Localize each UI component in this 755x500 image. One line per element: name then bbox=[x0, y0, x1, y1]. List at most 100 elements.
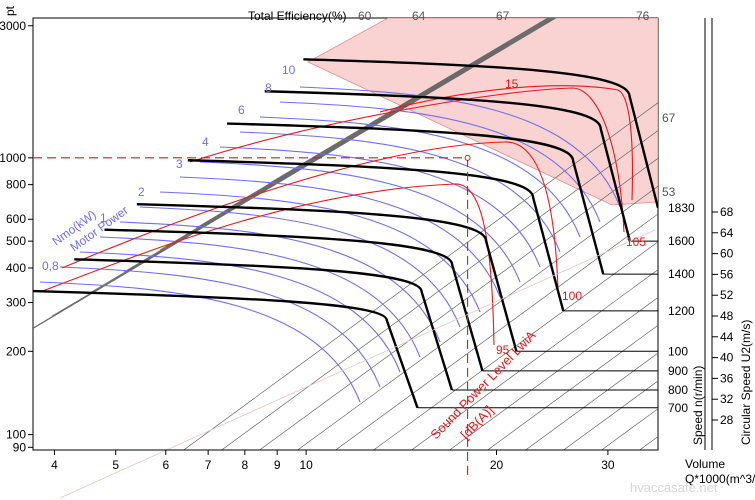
speed-curve bbox=[227, 122, 605, 275]
power-label: 10 bbox=[282, 63, 296, 77]
power-curve bbox=[259, 116, 581, 238]
x-tick-label: 4 bbox=[51, 458, 58, 472]
y-tick-label: 800 bbox=[6, 178, 26, 192]
system-line bbox=[259, 157, 658, 450]
speed-curves bbox=[33, 58, 658, 409]
efficiency-line bbox=[123, 18, 553, 273]
efficiency-line bbox=[231, 18, 550, 207]
eff-label: 64 bbox=[412, 9, 426, 23]
power-curve bbox=[299, 86, 621, 208]
sound-labels: 95 100 105 15 bbox=[496, 77, 646, 357]
watermark-text: hvaccasafe.net bbox=[630, 480, 718, 495]
eff-label: 67 bbox=[496, 9, 510, 23]
y-tick-label: 600 bbox=[6, 212, 26, 226]
sound-value: 95 bbox=[496, 343, 510, 357]
circ-label: 64 bbox=[720, 226, 734, 240]
x-axis-label: Q*1000(m^3/h) bbox=[685, 472, 755, 486]
circ-label: 60 bbox=[720, 247, 734, 261]
x-tick-label: 5 bbox=[112, 458, 119, 472]
efficiency-line bbox=[267, 18, 549, 185]
eff-label: 53 bbox=[662, 185, 676, 199]
y-tick-label: 100 bbox=[6, 428, 26, 442]
power-label: 4 bbox=[202, 135, 209, 149]
power-curve bbox=[99, 236, 421, 358]
sound-curve-110 bbox=[379, 85, 634, 201]
system-line bbox=[411, 269, 658, 450]
sound-value: 105 bbox=[626, 235, 646, 249]
speed-label: 800 bbox=[668, 383, 688, 397]
speed-curve bbox=[303, 58, 658, 209]
system-line bbox=[221, 130, 658, 450]
system-line bbox=[335, 213, 658, 450]
x-tick-label: 6 bbox=[162, 458, 169, 472]
eff-label: 60 bbox=[358, 9, 372, 23]
y-tick-label: 90 bbox=[13, 440, 27, 454]
eff-label: 76 bbox=[636, 9, 650, 23]
circular-speed-labels: 68 64 60 56 52 48 44 40 36 32 28 bbox=[712, 205, 734, 427]
eff-label: 67 bbox=[662, 111, 676, 125]
circ-axis-label: Circular Speed U2(m/s) bbox=[739, 320, 753, 445]
circ-label: 40 bbox=[720, 351, 734, 365]
circ-label: 68 bbox=[720, 205, 734, 219]
speed-label: 100 bbox=[668, 344, 688, 358]
circ-label: 44 bbox=[720, 330, 734, 344]
x-tick-label: 30 bbox=[601, 458, 615, 472]
power-label: 8 bbox=[265, 81, 272, 95]
operating-point bbox=[464, 154, 471, 161]
watermark-diagonal bbox=[59, 229, 656, 499]
speed-curve bbox=[104, 228, 484, 372]
power-label: 3 bbox=[176, 157, 183, 171]
power-curve bbox=[79, 251, 401, 373]
y-tick-label: 1000 bbox=[0, 151, 26, 165]
system-line bbox=[449, 297, 658, 450]
x-tick-label: 8 bbox=[241, 458, 248, 472]
x-tick-label: 7 bbox=[205, 458, 212, 472]
circ-label: 36 bbox=[720, 371, 734, 385]
y-tick-label: 500 bbox=[6, 234, 26, 248]
circ-label: 32 bbox=[720, 392, 734, 406]
operating-point-lines bbox=[33, 157, 469, 480]
speed-label: 1200 bbox=[668, 304, 695, 318]
x-tick-label: 9 bbox=[274, 458, 281, 472]
power-curve bbox=[119, 221, 441, 343]
power-curve bbox=[59, 266, 381, 388]
y-axis-label: pt bbox=[3, 5, 17, 16]
speed-curve bbox=[33, 289, 419, 409]
power-curve bbox=[199, 161, 521, 283]
speed-label: 700 bbox=[668, 401, 688, 415]
circ-label: 48 bbox=[720, 309, 734, 323]
power-curve bbox=[139, 206, 461, 328]
speed-labels: 1830 1600 1400 1200 100 900 800 700 bbox=[668, 201, 695, 415]
power-curve bbox=[39, 281, 361, 403]
x-tick-label: 10 bbox=[299, 458, 313, 472]
efficiency-line bbox=[87, 18, 554, 295]
y-tick-label: 300 bbox=[6, 296, 26, 310]
power-label: 1 bbox=[100, 211, 107, 225]
sound-value: 100 bbox=[562, 289, 582, 303]
sound-curve-100 bbox=[61, 141, 559, 291]
power-label: 6 bbox=[238, 103, 245, 117]
circ-label: 28 bbox=[720, 413, 734, 427]
speed-label: 1830 bbox=[668, 201, 695, 215]
system-line bbox=[525, 352, 658, 450]
speed-curve bbox=[74, 258, 454, 391]
power-label: 2 bbox=[138, 185, 145, 199]
speed-curve bbox=[264, 90, 632, 242]
y-tick-label: 400 bbox=[6, 261, 26, 275]
motor-power-curves bbox=[39, 86, 621, 403]
power-curve bbox=[159, 191, 481, 313]
chart-title: Total Efficiency(%) bbox=[248, 9, 346, 23]
system-line bbox=[563, 380, 658, 450]
speed-axis-label: Speed n(r/min) bbox=[691, 366, 705, 445]
speed-label: 900 bbox=[668, 364, 688, 378]
efficiency-line bbox=[33, 18, 556, 329]
speed-curve bbox=[187, 159, 565, 312]
y-tick-label: 3000 bbox=[0, 19, 26, 33]
efficiency-grid-lines bbox=[33, 18, 658, 450]
system-line bbox=[373, 241, 658, 450]
circ-label: 56 bbox=[720, 267, 734, 281]
sound-value: 15 bbox=[505, 77, 519, 91]
system-line bbox=[297, 185, 658, 450]
